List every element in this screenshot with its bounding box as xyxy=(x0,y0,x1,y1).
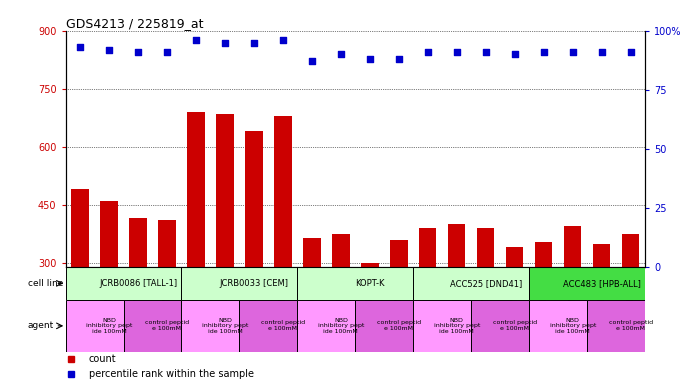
Text: control peptid
e 100mM: control peptid e 100mM xyxy=(145,321,189,331)
Bar xyxy=(529,267,645,300)
Text: cell line: cell line xyxy=(28,279,63,288)
Bar xyxy=(100,201,118,379)
Bar xyxy=(419,228,437,379)
Bar xyxy=(593,243,611,379)
Bar xyxy=(448,224,466,379)
Bar xyxy=(477,228,495,379)
Point xyxy=(277,37,288,43)
Bar xyxy=(274,116,292,379)
Bar xyxy=(529,300,587,352)
Bar xyxy=(587,300,645,352)
Text: agent: agent xyxy=(28,321,54,330)
Point xyxy=(335,51,346,57)
Text: control peptid
e 100mM: control peptid e 100mM xyxy=(377,321,421,331)
Bar xyxy=(355,300,413,352)
Bar xyxy=(413,300,471,352)
Text: NBD
inhibitory pept
ide 100mM: NBD inhibitory pept ide 100mM xyxy=(201,318,248,334)
Bar xyxy=(216,114,234,379)
Point xyxy=(509,51,520,57)
Bar xyxy=(129,218,147,379)
Bar xyxy=(66,300,124,352)
Bar xyxy=(390,240,408,379)
Text: JCRB0033 [CEM]: JCRB0033 [CEM] xyxy=(219,279,288,288)
Bar xyxy=(245,131,263,379)
Bar xyxy=(181,300,239,352)
Point xyxy=(190,37,201,43)
Bar xyxy=(239,300,297,352)
Text: control peptid
e 100mM: control peptid e 100mM xyxy=(261,321,305,331)
Text: NBD
inhibitory pept
ide 100mM: NBD inhibitory pept ide 100mM xyxy=(86,318,132,334)
Point xyxy=(538,49,549,55)
Bar xyxy=(297,267,413,300)
Point xyxy=(451,49,462,55)
Point xyxy=(306,58,317,65)
Bar xyxy=(187,112,205,379)
Bar xyxy=(332,234,350,379)
Text: ACC483 [HPB-ALL]: ACC483 [HPB-ALL] xyxy=(563,279,640,288)
Bar xyxy=(158,220,176,379)
Bar xyxy=(66,267,181,300)
Bar xyxy=(471,300,529,352)
Text: control peptid
e 100mM: control peptid e 100mM xyxy=(493,321,537,331)
Text: NBD
inhibitory pept
ide 100mM: NBD inhibitory pept ide 100mM xyxy=(433,318,480,334)
Bar xyxy=(535,242,553,379)
Point xyxy=(480,49,491,55)
Point xyxy=(364,56,375,62)
Text: percentile rank within the sample: percentile rank within the sample xyxy=(89,369,254,379)
Bar xyxy=(361,263,379,379)
Text: count: count xyxy=(89,354,117,364)
Point xyxy=(393,56,404,62)
Bar xyxy=(413,267,529,300)
Text: GDS4213 / 225819_at: GDS4213 / 225819_at xyxy=(66,17,203,30)
Point xyxy=(567,49,578,55)
Text: control peptid
e 100mM: control peptid e 100mM xyxy=(609,321,653,331)
Text: ACC525 [DND41]: ACC525 [DND41] xyxy=(450,279,522,288)
Text: NBD
inhibitory pept
ide 100mM: NBD inhibitory pept ide 100mM xyxy=(317,318,364,334)
Point xyxy=(625,49,636,55)
Point xyxy=(219,40,230,46)
Bar xyxy=(303,238,321,379)
Bar xyxy=(181,267,297,300)
Point xyxy=(104,46,115,53)
Point xyxy=(161,49,172,55)
Point xyxy=(422,49,433,55)
Text: JCRB0086 [TALL-1]: JCRB0086 [TALL-1] xyxy=(99,279,177,288)
Bar xyxy=(124,300,181,352)
Point xyxy=(75,44,86,50)
Point xyxy=(248,40,259,46)
Text: KOPT-K: KOPT-K xyxy=(355,279,384,288)
Bar xyxy=(297,300,355,352)
Bar xyxy=(564,226,582,379)
Bar xyxy=(506,247,524,379)
Point xyxy=(132,49,144,55)
Bar xyxy=(622,234,640,379)
Text: NBD
inhibitory pept
ide 100mM: NBD inhibitory pept ide 100mM xyxy=(549,318,596,334)
Bar xyxy=(71,189,89,379)
Point xyxy=(596,49,607,55)
